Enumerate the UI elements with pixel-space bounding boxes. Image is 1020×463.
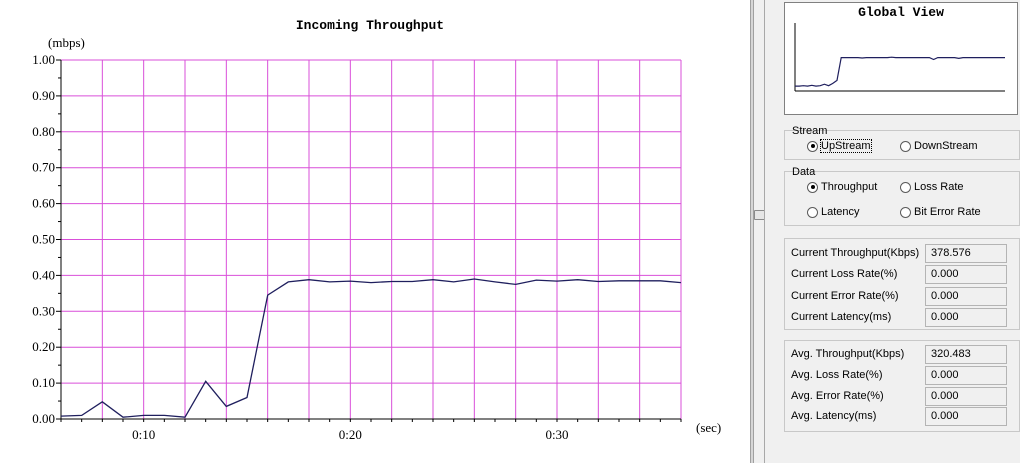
upstream-radio-label[interactable]: UpStream <box>820 139 872 153</box>
latency-radio-dot[interactable] <box>807 206 818 218</box>
chart-title: Incoming Throughput <box>296 18 444 33</box>
stream-group-title: Stream <box>792 125 828 137</box>
upstream-radio-dot[interactable] <box>807 140 818 152</box>
x-tick-labels: 0:10 0:20 0:30 <box>132 427 568 442</box>
x-tick-label: 0:20 <box>339 427 362 442</box>
avg-loss-label: Avg. Loss Rate(%) <box>791 369 883 381</box>
y-tick-label: 0.80 <box>32 124 55 139</box>
y-tick-label: 0.50 <box>32 232 55 247</box>
current-loss-row: Current Loss Rate(%) 0.000 <box>791 265 1011 285</box>
current-error-label: Current Error Rate(%) <box>791 290 899 302</box>
loss-rate-radio-label[interactable]: Loss Rate <box>914 181 964 193</box>
downstream-radio-dot[interactable] <box>900 140 911 152</box>
stream-group: Stream UpStream DownStream <box>784 125 1020 160</box>
throughput-line <box>60 278 682 418</box>
current-throughput-label: Current Throughput(Kbps) <box>791 247 920 259</box>
y-axis-label: (mbps) <box>48 35 85 50</box>
data-group: Data Throughput Loss Rate Latency Bit Er… <box>784 166 1020 226</box>
bit-error-rate-radio-label[interactable]: Bit Error Rate <box>914 206 981 218</box>
y-tick-label: 0.60 <box>32 196 55 211</box>
avg-throughput-label: Avg. Throughput(Kbps) <box>791 348 905 360</box>
current-stats-group: Current Throughput(Kbps) 378.576 Current… <box>784 238 1020 330</box>
downstream-radio[interactable]: DownStream <box>900 140 978 152</box>
upstream-radio[interactable]: UpStream <box>807 139 872 153</box>
y-tick-label: 0.40 <box>32 267 55 282</box>
current-throughput-row: Current Throughput(Kbps) 378.576 <box>791 244 1011 264</box>
downstream-radio-label[interactable]: DownStream <box>914 140 978 152</box>
avg-loss-value: 0.000 <box>925 366 1007 385</box>
avg-error-value: 0.000 <box>925 387 1007 406</box>
global-view[interactable]: Global View <box>784 2 1018 115</box>
data-group-title: Data <box>792 166 816 178</box>
avg-latency-label: Avg. Latency(ms) <box>791 410 877 422</box>
bit-error-rate-radio[interactable]: Bit Error Rate <box>900 206 981 218</box>
chart-gridlines <box>56 59 682 422</box>
bit-error-rate-radio-dot[interactable] <box>900 206 911 218</box>
y-tick-label: 0.00 <box>32 411 55 426</box>
throughput-radio[interactable]: Throughput <box>807 181 877 193</box>
avg-latency-value: 0.000 <box>925 407 1007 426</box>
avg-error-label: Avg. Error Rate(%) <box>791 390 884 402</box>
global-view-title: Global View <box>858 5 944 20</box>
current-error-row: Current Error Rate(%) 0.000 <box>791 287 1011 307</box>
throughput-radio-label[interactable]: Throughput <box>821 181 878 193</box>
y-tick-label: 0.10 <box>32 375 55 390</box>
y-tick-label: 0.30 <box>32 303 55 318</box>
current-loss-label: Current Loss Rate(%) <box>791 268 898 280</box>
loss-rate-radio-dot[interactable] <box>900 181 911 193</box>
side-panel: Global View Stream UpStream DownStream D… <box>764 0 1020 463</box>
average-stats-group: Avg. Throughput(Kbps) 320.483 Avg. Loss … <box>784 340 1020 432</box>
y-tick-label: 0.20 <box>32 339 55 354</box>
current-throughput-value: 378.576 <box>925 244 1007 263</box>
throughput-chart: Incoming Throughput (mbps) (sec) 0.00 0.1… <box>32 18 722 442</box>
y-tick-label: 1.00 <box>32 52 55 67</box>
global-view-plot <box>794 23 1005 92</box>
x-tick-label: 0:10 <box>132 427 155 442</box>
throughput-radio-dot[interactable] <box>807 181 818 193</box>
current-latency-label: Current Latency(ms) <box>791 311 892 323</box>
avg-error-row: Avg. Error Rate(%) 0.000 <box>791 387 1011 407</box>
avg-loss-row: Avg. Loss Rate(%) 0.000 <box>791 366 1011 386</box>
current-error-value: 0.000 <box>925 287 1007 306</box>
throughput-chart-svg: Incoming Throughput (mbps) (sec) 0.00 0.1… <box>32 18 721 442</box>
pane-divider[interactable] <box>750 0 754 463</box>
current-latency-row: Current Latency(ms) 0.000 <box>791 308 1011 328</box>
x-tick-label: 0:30 <box>545 427 568 442</box>
avg-throughput-value: 320.483 <box>925 345 1007 364</box>
splitter-gutter[interactable] <box>754 0 764 463</box>
global-view-line <box>795 56 1005 87</box>
latency-radio[interactable]: Latency <box>807 206 860 218</box>
latency-radio-label[interactable]: Latency <box>821 206 860 218</box>
avg-latency-row: Avg. Latency(ms) 0.000 <box>791 407 1011 427</box>
y-tick-label: 0.90 <box>32 88 55 103</box>
series-throughput <box>60 278 682 418</box>
avg-throughput-row: Avg. Throughput(Kbps) 320.483 <box>791 345 1011 365</box>
current-loss-value: 0.000 <box>925 265 1007 284</box>
x-axis-label: (sec) <box>696 420 721 435</box>
current-latency-value: 0.000 <box>925 308 1007 327</box>
y-tick-label: 0.70 <box>32 160 55 175</box>
loss-rate-radio[interactable]: Loss Rate <box>900 181 964 193</box>
y-tick-labels: 0.00 0.10 0.20 0.30 0.40 0.50 0.60 0.70 0.80 0.90… <box>32 52 55 426</box>
